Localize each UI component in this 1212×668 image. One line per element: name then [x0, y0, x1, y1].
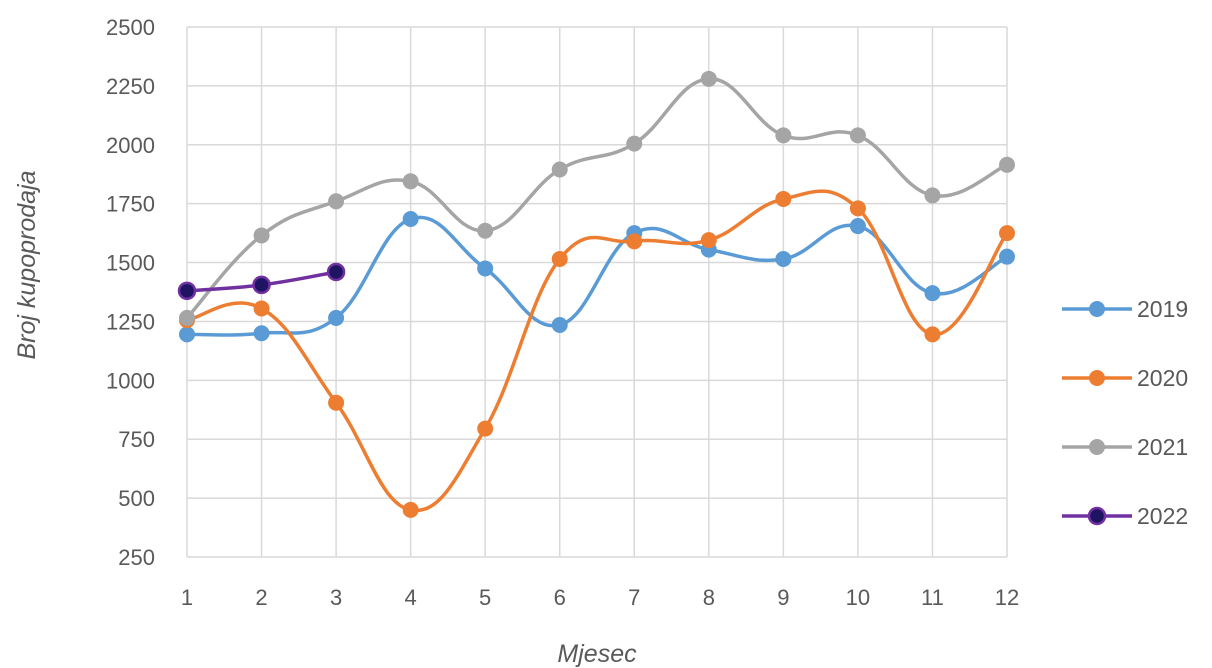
series-group — [177, 70, 1015, 518]
x-tick-label: 5 — [479, 585, 491, 610]
y-tick-label: 1500 — [106, 251, 155, 276]
data-point-2021 — [179, 309, 195, 326]
data-point-2020 — [700, 232, 717, 249]
data-point-2020 — [402, 501, 419, 518]
y-tick-label: 250 — [118, 545, 155, 570]
y-tick-label: 750 — [118, 427, 155, 452]
legend-label: 2020 — [1137, 365, 1188, 391]
y-axis-title: Broj kupoprodaja — [13, 170, 41, 359]
data-point-2022 — [326, 262, 346, 282]
data-point-2021 — [849, 127, 866, 144]
legend-label: 2019 — [1137, 296, 1188, 322]
legend-label: 2021 — [1137, 434, 1188, 460]
y-tick-label: 1750 — [106, 192, 155, 217]
legend-marker — [1089, 301, 1105, 317]
data-point-2022 — [177, 281, 197, 301]
data-point-2019 — [849, 218, 866, 235]
data-point-2020 — [328, 394, 345, 411]
x-tick-label: 12 — [995, 585, 1019, 610]
data-point-2020 — [999, 225, 1015, 242]
legend-item-2019: 2019 — [1062, 296, 1188, 322]
data-point-2019 — [924, 285, 941, 302]
data-point-2021 — [626, 135, 643, 152]
legend-item-2022: 2022 — [1062, 503, 1188, 529]
data-point-2020 — [253, 300, 270, 317]
x-tick-label: 4 — [405, 585, 417, 610]
data-point-2020 — [551, 251, 568, 268]
y-tick-label: 2000 — [106, 133, 155, 158]
x-tick-label: 7 — [628, 585, 640, 610]
x-axis-ticks: 1 2 3 4 5 6 7 8 9 10 11 12 — [181, 585, 1019, 610]
y-axis-ticks: 250 500 750 1000 1250 1500 1750 2000 2250 2500 — [106, 15, 155, 570]
data-point-2019 — [179, 326, 195, 343]
x-tick-label: 9 — [777, 585, 789, 610]
legend-marker — [1087, 506, 1107, 526]
legend-item-2021: 2021 — [1062, 434, 1188, 460]
series-line-2021 — [185, 77, 1009, 320]
data-point-2022 — [252, 275, 271, 295]
data-point-2021 — [775, 127, 792, 144]
data-point-2020 — [849, 200, 866, 217]
legend-label: 2022 — [1137, 503, 1188, 529]
data-point-2019 — [775, 251, 792, 268]
y-tick-label: 2500 — [106, 15, 155, 40]
x-tick-label: 11 — [921, 585, 944, 610]
data-point-2021 — [999, 156, 1015, 173]
x-tick-label: 1 — [181, 585, 193, 610]
series-2019 — [179, 210, 1015, 343]
data-point-2021 — [924, 187, 941, 204]
y-tick-label: 1250 — [106, 309, 155, 334]
x-tick-label: 10 — [846, 585, 870, 610]
data-point-2019 — [402, 210, 419, 227]
series-2020 — [179, 189, 1015, 518]
data-point-2020 — [775, 190, 792, 207]
legend-marker — [1089, 370, 1105, 386]
series-2022 — [177, 262, 346, 301]
x-tick-label: 6 — [554, 585, 566, 610]
y-tick-label: 2250 — [106, 74, 155, 99]
grid — [186, 26, 1008, 558]
series-2021 — [179, 70, 1015, 326]
data-point-2021 — [253, 227, 270, 244]
x-tick-label: 3 — [330, 585, 342, 610]
series-line-2020 — [185, 189, 1009, 513]
data-point-2019 — [999, 248, 1015, 265]
y-tick-label: 500 — [118, 486, 155, 511]
data-point-2021 — [328, 193, 345, 210]
legend-marker — [1089, 439, 1105, 455]
data-point-2020 — [924, 326, 941, 343]
data-point-2020 — [477, 420, 494, 437]
data-point-2019 — [551, 316, 568, 333]
data-point-2021 — [477, 222, 494, 239]
data-point-2020 — [626, 233, 643, 250]
data-point-2019 — [477, 260, 494, 277]
x-axis-title: Mjesec — [557, 640, 637, 668]
y-tick-label: 1000 — [106, 368, 155, 393]
legend: 2019 2020 2021 2022 — [1062, 296, 1188, 529]
x-tick-label: 8 — [703, 585, 715, 610]
data-point-2019 — [253, 325, 270, 342]
legend-item-2020: 2020 — [1062, 365, 1188, 391]
data-point-2019 — [328, 309, 345, 326]
data-point-2021 — [700, 70, 717, 87]
data-point-2021 — [402, 173, 419, 190]
x-tick-label: 2 — [255, 585, 267, 610]
data-point-2021 — [551, 161, 568, 178]
